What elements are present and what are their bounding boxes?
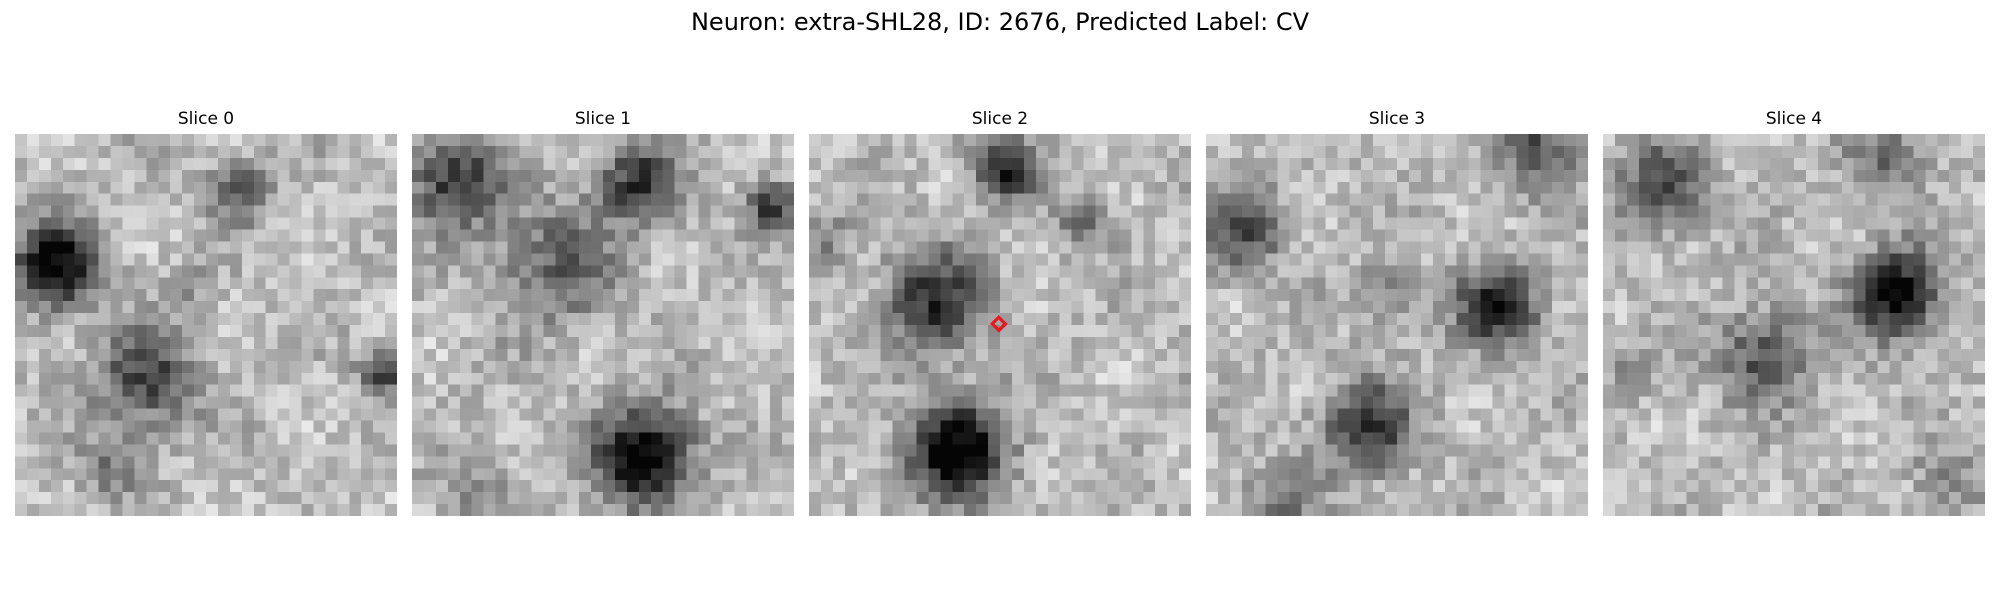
slice-title: Slice 4 <box>1765 109 1823 129</box>
slice-image <box>809 134 1191 516</box>
figure-title: Neuron: extra-SHL28, ID: 2676, Predicted… <box>690 8 1310 36</box>
slice-title: Slice 2 <box>971 109 1029 129</box>
slice-panel-3: Slice 3 <box>1206 108 1588 516</box>
slice-image <box>412 134 794 516</box>
slice-panel-0: Slice 0 <box>15 108 397 516</box>
slice-panel-4: Slice 4 <box>1603 108 1985 516</box>
slice-title: Slice 0 <box>177 109 235 129</box>
slice-title: Slice 3 <box>1368 109 1426 129</box>
neuron-location-marker <box>989 314 1008 333</box>
slice-image <box>15 134 397 516</box>
slice-image <box>1603 134 1985 516</box>
slice-panel-2: Slice 2 <box>809 108 1191 516</box>
slice-panel-1: Slice 1 <box>412 108 794 516</box>
slice-image <box>1206 134 1588 516</box>
slice-title: Slice 1 <box>574 109 632 129</box>
